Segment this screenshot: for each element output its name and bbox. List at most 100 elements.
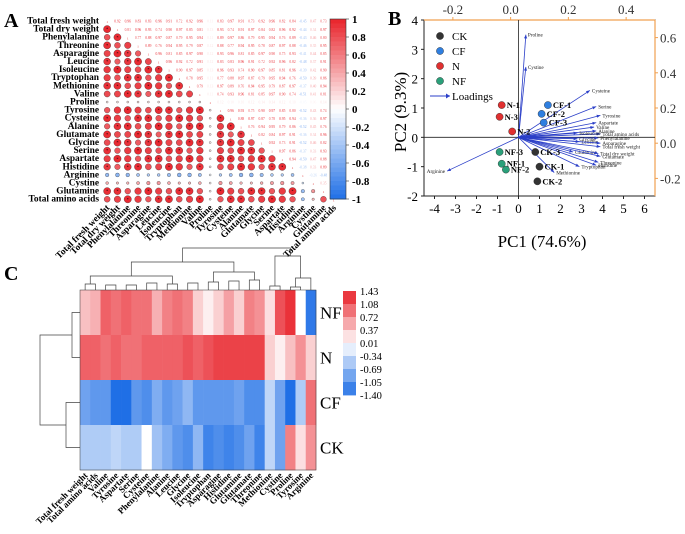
- corr-value: 0.97: [320, 28, 326, 32]
- corr-circle: [124, 131, 132, 138]
- sig-mark: *: [116, 67, 118, 72]
- heat-cell: [90, 380, 101, 426]
- corr-value: 0.94: [289, 117, 295, 121]
- corr-value: 0.88: [289, 44, 295, 48]
- corr-circle: [196, 122, 204, 131]
- colorbar-band: [330, 194, 346, 200]
- corr-circle: [134, 163, 142, 171]
- heat-cell: [254, 425, 265, 471]
- heat-cell: [223, 380, 235, 426]
- corr-value: 0.74: [289, 93, 295, 97]
- y-tick-label: 2: [412, 72, 419, 87]
- corr-circle: [249, 181, 253, 185]
- corr-circle: [146, 173, 150, 177]
- corr-circle: [258, 195, 266, 203]
- corr-value: 0.79: [279, 125, 285, 129]
- corr-circle: [237, 155, 245, 162]
- sig-mark: *: [106, 27, 108, 32]
- legend-label-cf: CF: [452, 46, 465, 58]
- loading-arrowhead: [596, 144, 601, 148]
- corr-value: 0.82: [289, 60, 295, 64]
- corr-circle: [134, 130, 142, 139]
- col-dendro-leaf: [289, 286, 301, 290]
- corr-value: 0.89: [145, 44, 151, 48]
- corr-circle: [196, 155, 204, 163]
- sig-mark: *: [106, 116, 108, 121]
- corr-value: 0.91: [320, 60, 326, 64]
- col-dendro-node: [130, 261, 235, 276]
- heat-cell: [264, 380, 276, 426]
- corr-value: 0.94: [289, 157, 295, 161]
- corr-value: 0.96: [279, 60, 285, 64]
- corr-value: 0.78: [269, 117, 275, 121]
- x-tick-label: 0: [515, 201, 522, 216]
- corr-value: -0.36: [299, 117, 307, 121]
- corr-circle: [239, 181, 243, 185]
- colorbar-tick-label: 1: [352, 14, 358, 26]
- corr-value: 0.97: [156, 36, 162, 40]
- row-dendro-cf-ck: [65, 402, 80, 448]
- loading-arrowhead: [523, 66, 528, 71]
- sig-mark: *: [230, 140, 232, 145]
- loading-arrow-glutamate: [518, 136, 601, 157]
- corr-value: 0.11: [207, 76, 213, 80]
- corr-value: 0.97: [186, 68, 192, 72]
- heat-cell: [172, 290, 183, 336]
- corr-circle: [114, 90, 121, 98]
- heatmap-frame: [79, 289, 317, 471]
- heat-cell: [213, 380, 224, 426]
- corr-circle: [113, 33, 122, 42]
- corr-circle: [103, 187, 111, 195]
- loading-arrowhead: [575, 163, 580, 167]
- corr-value: 0.96: [197, 20, 203, 24]
- corr-circle: [301, 181, 305, 185]
- corr-circle: [114, 74, 121, 81]
- corr-circle: [145, 196, 152, 203]
- corr-value: 0.96: [135, 28, 141, 32]
- sig-mark: *: [106, 83, 108, 88]
- sig-mark: *: [147, 83, 149, 88]
- corr-circle: [208, 149, 212, 152]
- heat-cell: [213, 290, 224, 336]
- corr-circle: [186, 90, 193, 98]
- diag-cell: 1: [168, 69, 170, 73]
- corr-value: 0.91: [289, 141, 295, 145]
- sig-mark: *: [271, 164, 273, 169]
- corr-value: 0.78: [186, 76, 192, 80]
- diag-cell: 1: [117, 28, 119, 32]
- corr-circle: [114, 42, 121, 49]
- corr-value: 0.95: [259, 84, 265, 88]
- corr-circle: [196, 106, 204, 114]
- corr-circle: [290, 181, 295, 185]
- loading-arrow-histidine: [518, 136, 597, 166]
- x-tick-label: -3: [450, 201, 461, 216]
- corr-circle: [247, 163, 255, 171]
- corr-circle: [217, 147, 224, 155]
- corr-circle: [208, 157, 212, 160]
- right-tick-label: 0.6: [660, 31, 677, 46]
- x-tick-label: 3: [578, 201, 585, 216]
- corr-circle: [134, 187, 142, 195]
- corr-value: 0.92: [269, 141, 275, 145]
- corr-value: 0.94: [238, 44, 244, 48]
- heat-cell: [264, 335, 276, 381]
- y-tick-label: 3: [412, 42, 419, 57]
- corr-value: 0.12: [248, 101, 254, 105]
- corr-circle: [144, 187, 153, 195]
- corr-value: -0.51: [299, 93, 307, 97]
- x-tick-label: 1: [536, 201, 543, 216]
- corr-value: 0.78: [259, 44, 265, 48]
- corr-circle: [237, 163, 245, 171]
- corr-circle: [175, 130, 184, 139]
- corr-value: 0.79: [176, 36, 182, 40]
- col-dendro-leaf: [187, 282, 199, 290]
- diag-cell: 1: [333, 198, 335, 202]
- corr-value: 0.84: [289, 20, 295, 24]
- corr-value: 0.87: [269, 44, 275, 48]
- sample-point-n-3: [495, 113, 504, 121]
- row-label-phenylalanine: Phenylalanine: [42, 33, 99, 43]
- colorbar-band: [330, 64, 346, 69]
- corr-value: 0.10: [289, 101, 295, 105]
- corr-circle: [124, 74, 132, 82]
- corr-circle: [268, 155, 276, 163]
